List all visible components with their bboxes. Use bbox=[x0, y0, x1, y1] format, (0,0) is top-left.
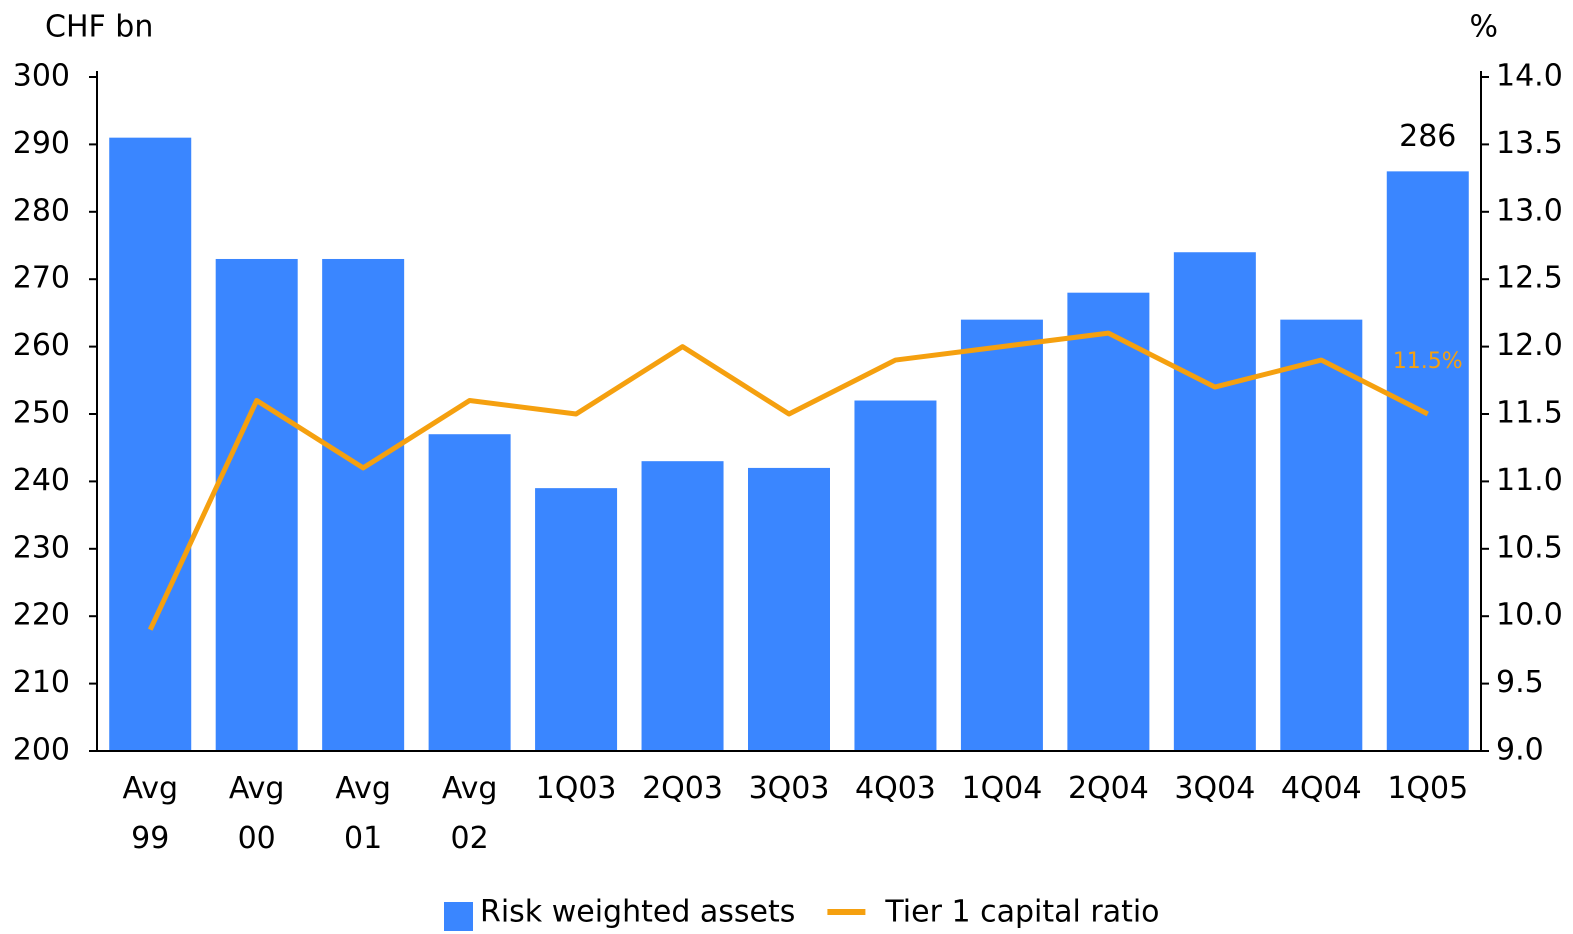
bar bbox=[215, 258, 298, 751]
x-tick-label-line: 3Q04 bbox=[1174, 771, 1255, 806]
x-tick-label: Avg 99 bbox=[122, 771, 178, 856]
x-tick-label-line: 2Q03 bbox=[642, 771, 723, 806]
y-tick-label: 220 bbox=[13, 598, 70, 633]
bar bbox=[1173, 252, 1256, 752]
legend-swatch bbox=[444, 902, 473, 931]
x-tick-label: 2Q04 bbox=[1068, 771, 1149, 806]
y2-tick-label: 10.0 bbox=[1496, 598, 1563, 633]
x-tick-label-line: Avg bbox=[122, 771, 178, 806]
x-tick-label-line: 4Q04 bbox=[1281, 771, 1362, 806]
x-tick-label: Avg 02 bbox=[442, 771, 498, 856]
y-tick-label: 210 bbox=[13, 665, 70, 700]
y2-axis-unit: % bbox=[1469, 10, 1498, 45]
x-tick-label-line: 00 bbox=[238, 821, 276, 856]
x-tick-label-line: Avg bbox=[335, 771, 391, 806]
x-tick-label: 3Q03 bbox=[749, 771, 830, 806]
x-tick-label: 1Q03 bbox=[536, 771, 617, 806]
y-tick-label: 200 bbox=[13, 733, 70, 768]
y2-tick-label: 13.5 bbox=[1496, 126, 1563, 161]
y-tick-label: 260 bbox=[13, 328, 70, 363]
legend-label: Risk weighted assets bbox=[480, 895, 795, 930]
x-tick-label-line: 1Q03 bbox=[536, 771, 617, 806]
bar-value-label: 286 bbox=[1399, 119, 1456, 154]
y-tick-label: 230 bbox=[13, 530, 70, 565]
x-tick-label: 1Q05 bbox=[1387, 771, 1468, 806]
bar bbox=[428, 434, 511, 751]
y2-tick-label: 10.5 bbox=[1496, 530, 1563, 565]
y-tick-label: 250 bbox=[13, 396, 70, 431]
bar bbox=[535, 488, 618, 751]
x-tick-label-line: 99 bbox=[131, 821, 169, 856]
x-tick-label-line: 3Q03 bbox=[749, 771, 830, 806]
x-tick-label: Avg 01 bbox=[335, 771, 391, 856]
bar bbox=[1386, 171, 1469, 752]
y-tick-label: 290 bbox=[13, 126, 70, 161]
y2-tick-label: 9.5 bbox=[1496, 665, 1544, 700]
legend-label: Tier 1 capital ratio bbox=[884, 895, 1159, 930]
x-tick-label-line: 4Q03 bbox=[855, 771, 936, 806]
bar bbox=[854, 400, 937, 751]
x-tick-label: 4Q03 bbox=[855, 771, 936, 806]
y2-tick-label: 13.0 bbox=[1496, 193, 1563, 228]
x-tick-label-line: 2Q04 bbox=[1068, 771, 1149, 806]
y2-tick-label: 11.0 bbox=[1496, 463, 1563, 498]
y-tick-label: 240 bbox=[13, 463, 70, 498]
y-tick-label: 300 bbox=[13, 59, 70, 94]
bar bbox=[748, 467, 830, 751]
bar bbox=[109, 137, 192, 751]
bar bbox=[322, 258, 405, 751]
x-tick-label-line: 1Q05 bbox=[1387, 771, 1468, 806]
x-tick-label-line: Avg bbox=[442, 771, 498, 806]
y2-tick-label: 12.5 bbox=[1496, 261, 1563, 296]
x-tick-label: 1Q04 bbox=[961, 771, 1042, 806]
x-tick-label-line: Avg bbox=[229, 771, 285, 806]
x-tick-label-line: 01 bbox=[344, 821, 382, 856]
y2-tick-label: 12.0 bbox=[1496, 328, 1563, 363]
bar bbox=[641, 461, 724, 751]
bar bbox=[960, 319, 1043, 751]
line-series bbox=[147, 330, 1429, 631]
y-axis-unit: CHF bn bbox=[45, 10, 153, 45]
y-tick-label: 280 bbox=[13, 193, 70, 228]
y2-tick-label: 14.0 bbox=[1496, 59, 1563, 94]
x-tick-label: Avg 00 bbox=[229, 771, 285, 856]
y2-tick-label: 9.0 bbox=[1496, 733, 1544, 768]
bar bbox=[1067, 292, 1150, 751]
x-tick-label: 2Q03 bbox=[642, 771, 723, 806]
y2-tick-label: 11.5 bbox=[1496, 396, 1563, 431]
x-tick-label-line: 1Q04 bbox=[961, 771, 1042, 806]
x-tick-label: 3Q04 bbox=[1174, 771, 1255, 806]
x-tick-label-line: 02 bbox=[451, 821, 489, 856]
bar bbox=[1280, 319, 1363, 751]
x-tick-label: 4Q04 bbox=[1281, 771, 1362, 806]
y-tick-label: 270 bbox=[13, 261, 70, 296]
line-value-label: 11.5% bbox=[1393, 349, 1463, 374]
